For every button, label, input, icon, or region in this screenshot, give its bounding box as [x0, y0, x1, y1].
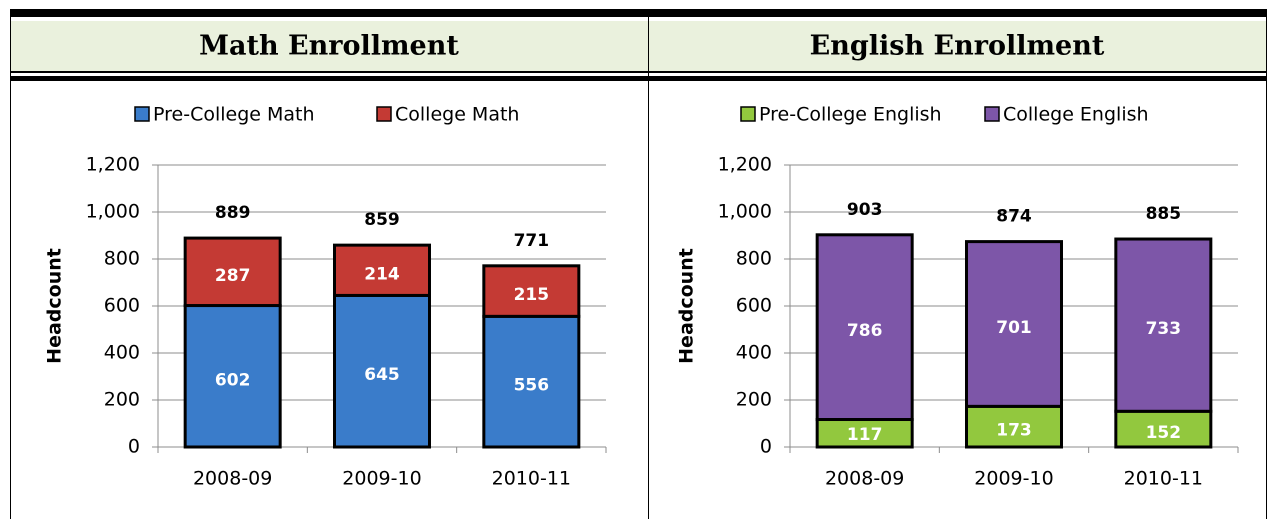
- x-tick-label: 2008-09: [825, 468, 904, 490]
- bar-segment: [333, 293, 431, 449]
- bar-segment: [1114, 237, 1213, 413]
- panel-title: Math Enrollment: [199, 31, 459, 62]
- bar-segment: [965, 404, 1063, 449]
- y-tick-label: 600: [736, 295, 772, 317]
- x-tick-label: 2010-11: [1124, 468, 1203, 490]
- value-label: 645: [364, 365, 400, 385]
- bar-segment: [1114, 409, 1213, 449]
- legend-label: College English: [1003, 104, 1149, 126]
- y-tick-label: 800: [104, 248, 140, 270]
- value-label: 117: [847, 425, 883, 445]
- y-tick-label: 0: [760, 436, 772, 458]
- value-label: 152: [1146, 423, 1182, 443]
- value-label: 287: [215, 266, 251, 286]
- x-tick-label: 2009-10: [974, 468, 1053, 490]
- value-label: 173: [996, 421, 1032, 441]
- x-tick-label: 2009-10: [342, 468, 421, 490]
- value-label: 214: [364, 264, 400, 284]
- y-tick-label: 0: [128, 436, 140, 458]
- y-tick-label: 1,000: [86, 201, 140, 223]
- y-tick-label: 200: [104, 389, 140, 411]
- total-label: 771: [514, 231, 550, 251]
- y-axis-label: Headcount: [676, 248, 698, 364]
- top-rule: [10, 9, 1267, 17]
- x-tick-label: 2010-11: [492, 468, 571, 490]
- total-label: 874: [996, 207, 1032, 227]
- y-tick-label: 800: [736, 248, 772, 270]
- value-label: 556: [514, 376, 550, 396]
- value-label: 733: [1146, 319, 1182, 339]
- value-label: 602: [215, 370, 251, 390]
- bar-segment: [482, 264, 581, 318]
- value-label: 786: [847, 321, 883, 341]
- header-row: [11, 21, 1266, 71]
- bar-segment: [815, 233, 914, 422]
- value-label: 701: [996, 318, 1032, 338]
- y-tick-label: 1,200: [86, 154, 140, 176]
- y-tick-label: 400: [736, 342, 772, 364]
- total-label: 889: [215, 203, 251, 223]
- legend-swatch: [376, 106, 392, 122]
- legend-label: College Math: [395, 104, 519, 126]
- bar-segment: [965, 240, 1063, 408]
- y-tick-label: 200: [736, 389, 772, 411]
- panel-title: English Enrollment: [810, 31, 1105, 62]
- y-tick-label: 1,200: [718, 154, 772, 176]
- bar-segment: [183, 236, 282, 308]
- header-rule-thick: [10, 76, 1267, 81]
- bar-segment: [183, 304, 282, 449]
- legend-swatch: [740, 106, 756, 122]
- legend-swatch: [984, 106, 1000, 122]
- value-label: 215: [514, 285, 550, 305]
- total-label: 903: [847, 200, 883, 220]
- legend-label: Pre-College English: [759, 104, 942, 126]
- y-axis-label: Headcount: [44, 248, 66, 364]
- bar-segment: [482, 314, 581, 449]
- legend-swatch: [134, 106, 150, 122]
- y-tick-label: 600: [104, 295, 140, 317]
- legend-label: Pre-College Math: [153, 104, 315, 126]
- total-label: 859: [364, 210, 400, 230]
- y-tick-label: 400: [104, 342, 140, 364]
- x-tick-label: 2008-09: [193, 468, 272, 490]
- y-tick-label: 1,000: [718, 201, 772, 223]
- total-label: 885: [1146, 204, 1182, 224]
- bar-segment: [333, 243, 431, 297]
